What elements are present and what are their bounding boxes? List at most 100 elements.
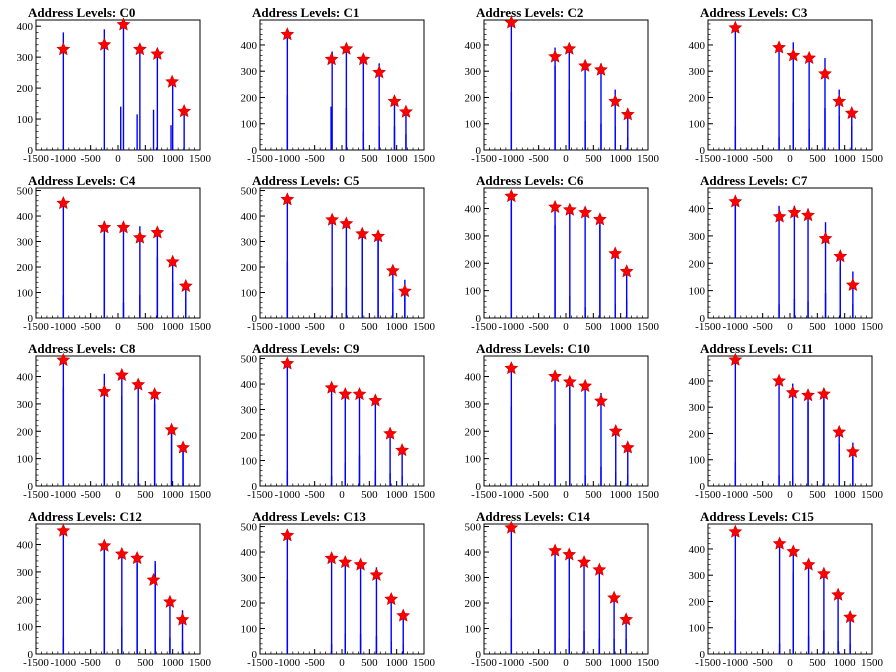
y-tick-label: 400 bbox=[689, 204, 706, 216]
peak-marker-star bbox=[577, 554, 591, 569]
peak-marker-star bbox=[339, 41, 354, 55]
x-tick-label: 1500 bbox=[189, 153, 212, 165]
y-tick-label: 100 bbox=[17, 288, 34, 300]
y-tick-label: 400 bbox=[689, 376, 706, 388]
y-tick-label: 0 bbox=[252, 313, 258, 325]
plot-frame bbox=[483, 523, 649, 655]
y-tick-label: 0 bbox=[28, 145, 34, 157]
y-tick-label: 300 bbox=[17, 399, 34, 411]
peak-marker-star bbox=[785, 385, 800, 399]
x-tick-label: 1500 bbox=[637, 657, 660, 669]
x-tick-label: 1500 bbox=[637, 321, 660, 333]
peak-marker-star bbox=[619, 264, 634, 278]
x-tick-label: -1500 bbox=[247, 321, 273, 333]
x-tick-label: 500 bbox=[361, 489, 378, 501]
x-tick-label: -1500 bbox=[471, 321, 497, 333]
x-tick-label: -500 bbox=[753, 657, 774, 669]
y-tick-label: 300 bbox=[689, 66, 706, 78]
x-tick-label: 1000 bbox=[386, 489, 409, 501]
peak-marker-star bbox=[396, 608, 411, 622]
y-tick-label: 500 bbox=[465, 522, 482, 534]
chart-panel: Address Levels: C10 0 100 200 300 400 -1500 -10… bbox=[465, 341, 660, 501]
x-tick-label: -1500 bbox=[23, 321, 49, 333]
peak-marker-star bbox=[845, 444, 860, 458]
y-tick-label: 200 bbox=[465, 426, 482, 438]
chart-title: Address Levels: C3 bbox=[700, 5, 808, 20]
x-tick-label: -1500 bbox=[23, 489, 49, 501]
x-tick-label: 1500 bbox=[861, 153, 884, 165]
peak-marker-star bbox=[504, 361, 519, 375]
plot-frame bbox=[483, 19, 649, 151]
x-tick-label: 0 bbox=[563, 321, 569, 333]
peak-marker-star bbox=[831, 587, 846, 601]
chart-panel: Address Levels: C2 0 100 200 300 400 -1500 -100… bbox=[465, 5, 660, 165]
x-tick-label: -500 bbox=[81, 489, 102, 501]
y-tick-label: 300 bbox=[689, 402, 706, 414]
x-tick-label: -500 bbox=[81, 321, 102, 333]
y-tick-label: 100 bbox=[241, 624, 258, 636]
x-tick-label: -1000 bbox=[50, 153, 76, 165]
peak-marker-star bbox=[619, 612, 634, 626]
x-tick-label: -500 bbox=[81, 153, 102, 165]
peak-marker-star bbox=[116, 17, 131, 31]
y-tick-label: 200 bbox=[241, 430, 258, 442]
y-tick-label: 500 bbox=[241, 354, 258, 366]
x-tick-label: -1000 bbox=[274, 153, 300, 165]
peak-marker-star bbox=[818, 231, 833, 245]
chart-panel: Address Levels: C50100200300400500-1500-… bbox=[241, 173, 436, 333]
x-tick-label: 1000 bbox=[386, 657, 409, 669]
x-tick-label: -1500 bbox=[247, 489, 273, 501]
peak-marker-star bbox=[353, 557, 368, 571]
chart-title: Address Levels: C1 bbox=[252, 5, 359, 20]
x-tick-label: -500 bbox=[81, 657, 102, 669]
peak-marker-star bbox=[280, 192, 295, 206]
x-tick-label: 1500 bbox=[413, 489, 436, 501]
peak-marker-star bbox=[165, 74, 180, 88]
plot-frame bbox=[707, 355, 873, 487]
x-tick-label: -500 bbox=[305, 489, 326, 501]
peak-marker-star bbox=[175, 612, 190, 626]
peak-marker-star bbox=[178, 278, 193, 293]
peak-marker-star bbox=[146, 572, 161, 586]
y-tick-label: 0 bbox=[28, 649, 34, 661]
x-tick-label: -1500 bbox=[471, 657, 497, 669]
y-tick-label: 200 bbox=[465, 92, 482, 104]
y-tick-label: 200 bbox=[465, 258, 482, 270]
x-tick-label: -1000 bbox=[498, 153, 524, 165]
y-tick-label: 300 bbox=[465, 573, 482, 585]
plot-frame bbox=[707, 187, 873, 319]
y-tick-label: 100 bbox=[465, 624, 482, 636]
x-tick-label: 0 bbox=[115, 153, 121, 165]
peak-marker-star bbox=[339, 216, 354, 230]
x-tick-label: -1000 bbox=[722, 321, 748, 333]
chart-title: Address Levels: C9 bbox=[252, 341, 360, 356]
peak-marker-star bbox=[504, 520, 519, 534]
x-tick-label: -500 bbox=[529, 153, 550, 165]
x-tick-label: 0 bbox=[115, 657, 121, 669]
y-tick-label: 400 bbox=[689, 544, 706, 556]
y-tick-label: 0 bbox=[28, 313, 34, 325]
x-tick-label: -500 bbox=[305, 657, 326, 669]
plot-frame bbox=[259, 355, 425, 487]
chart-title: Address Levels: C12 bbox=[28, 509, 142, 524]
y-tick-label: 400 bbox=[17, 372, 34, 384]
x-tick-label: -1500 bbox=[23, 153, 49, 165]
peak-marker-star bbox=[833, 249, 848, 263]
x-tick-label: -1000 bbox=[274, 321, 300, 333]
x-tick-label: -500 bbox=[753, 321, 774, 333]
peak-marker-star bbox=[132, 42, 147, 56]
peak-marker-star bbox=[504, 15, 519, 29]
x-tick-label: 1500 bbox=[189, 321, 212, 333]
x-tick-label: 1000 bbox=[834, 489, 857, 501]
chart-panel: Address Levels: C1 0 100 200 300 400 -1500 -100… bbox=[241, 5, 436, 165]
x-tick-label: 1500 bbox=[637, 153, 660, 165]
x-tick-label: -1500 bbox=[695, 657, 721, 669]
y-tick-label: 300 bbox=[689, 570, 706, 582]
x-tick-label: -1000 bbox=[50, 657, 76, 669]
x-tick-label: 1000 bbox=[162, 321, 185, 333]
y-tick-label: 100 bbox=[241, 456, 258, 468]
peak-marker-star bbox=[352, 386, 367, 401]
chart-title: Address Levels: C11 bbox=[700, 341, 813, 356]
plot-frame bbox=[707, 19, 873, 151]
peak-marker-star bbox=[562, 41, 577, 55]
